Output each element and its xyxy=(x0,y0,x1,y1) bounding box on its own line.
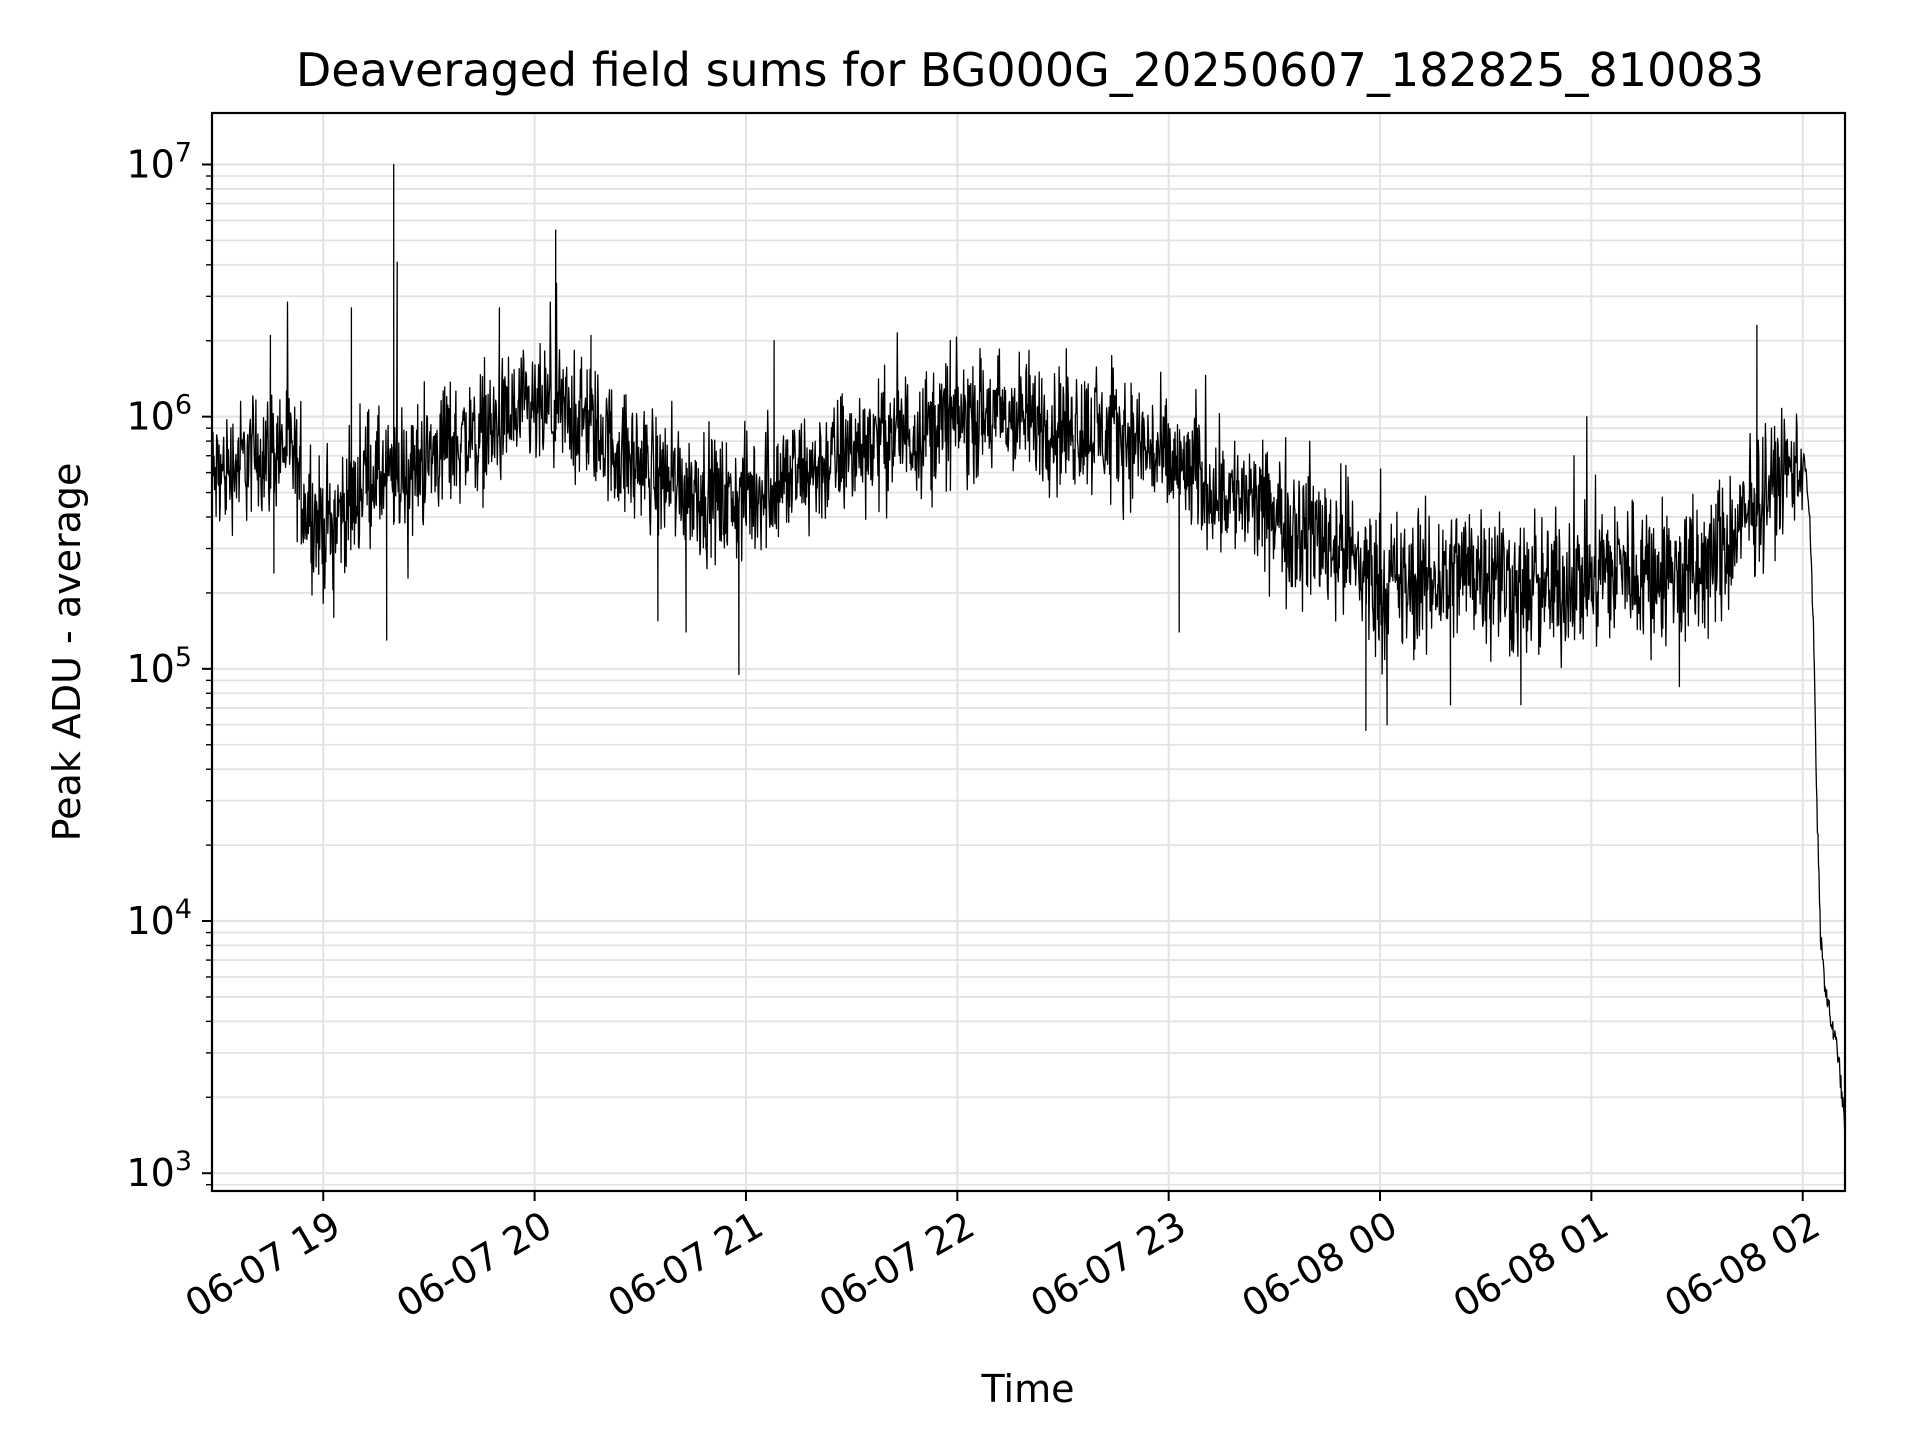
y-axis: 103 104 105 106 107 xyxy=(126,137,212,1195)
y-tick-label: 105 xyxy=(126,642,192,691)
x-axis-label: Time xyxy=(981,1367,1075,1411)
y-tick-label: 107 xyxy=(126,137,192,186)
y-tick-label: 103 xyxy=(126,1146,192,1195)
chart-title: Deaveraged field sums for BG000G_2025060… xyxy=(296,43,1764,97)
y-tick-label: 104 xyxy=(126,894,192,943)
y-axis-label: Peak ADU - average xyxy=(45,463,89,842)
plot-frame xyxy=(210,111,1847,1193)
grid xyxy=(212,113,1845,1191)
series-line xyxy=(211,163,1846,1137)
series-layer xyxy=(211,163,1846,1137)
y-tick-label: 106 xyxy=(126,390,192,439)
